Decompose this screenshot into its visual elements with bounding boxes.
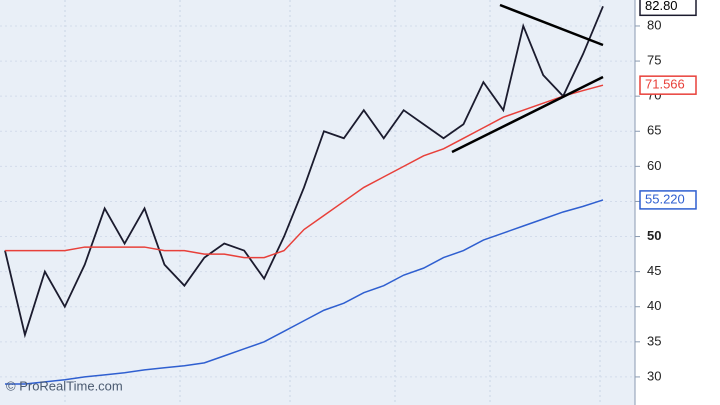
y-tick-label: 45: [647, 263, 661, 278]
price-label: 55.220: [645, 191, 685, 206]
y-tick-label: 50: [647, 228, 661, 243]
y-tick-label: 75: [647, 53, 661, 68]
series-line: [4, 5, 604, 339]
watermark: © ProRealTime.com: [6, 378, 123, 393]
y-tick-label: 35: [647, 333, 661, 348]
price-label: 71.566: [645, 77, 685, 92]
price-label: 82.80: [645, 0, 678, 13]
y-tick-label: 80: [647, 17, 661, 32]
trendline-lower: [451, 75, 604, 154]
price-label-box: [639, 75, 697, 95]
series-line: [5, 199, 604, 385]
price-label-box: [639, 0, 697, 17]
series-line: [5, 84, 604, 259]
price-label-box: [639, 190, 697, 210]
y-tick-label: 60: [647, 158, 661, 173]
trendline-upper: [499, 3, 604, 47]
plot-background: [0, 0, 635, 405]
y-tick-label: 40: [647, 298, 661, 313]
y-tick-label: 30: [647, 368, 661, 383]
y-tick-label: 65: [647, 123, 661, 138]
